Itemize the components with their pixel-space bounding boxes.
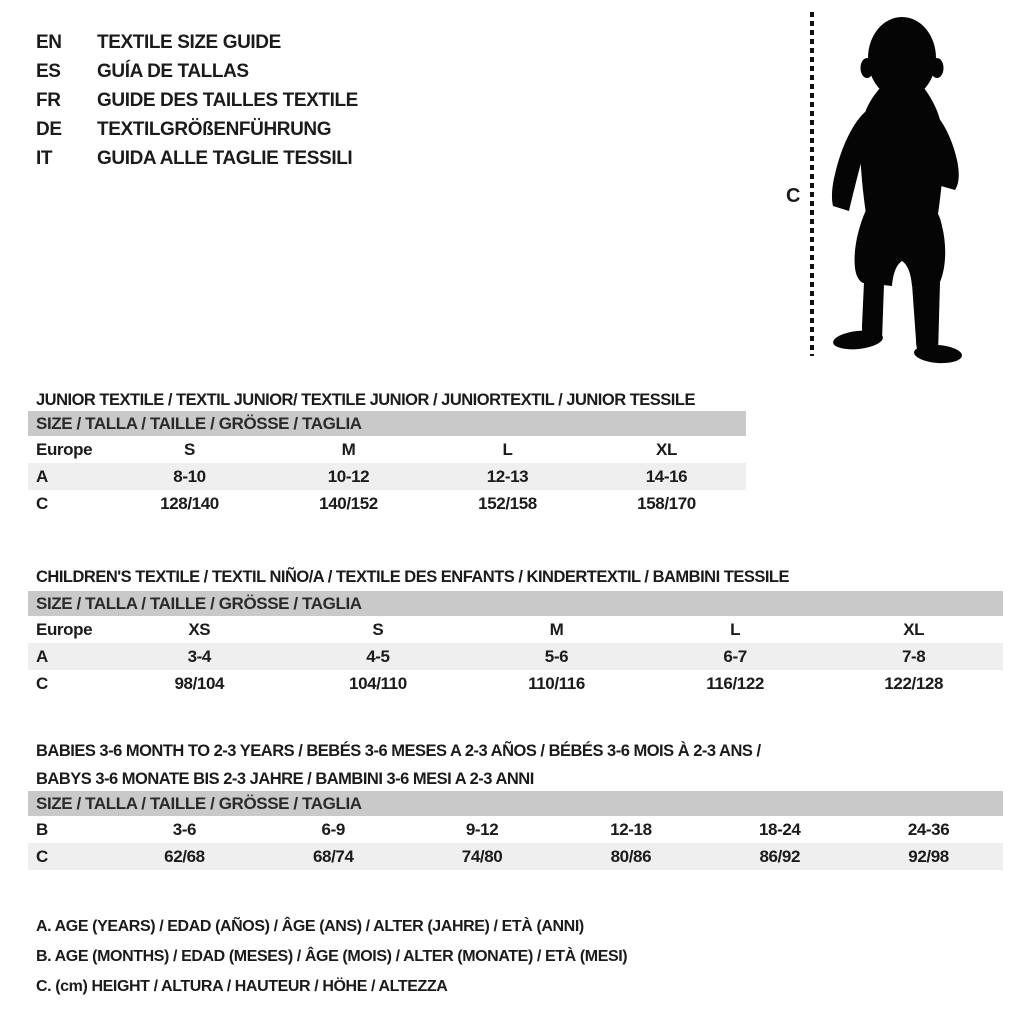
table-row-age-months: B 3-6 6-9 9-12 12-18 18-24 24-36 xyxy=(28,816,1003,843)
junior-section-title: JUNIOR TEXTILE / TEXTIL JUNIOR/ TEXTILE … xyxy=(36,390,695,409)
height-cell: 80/86 xyxy=(610,846,652,866)
guide-title: GUIDA ALLE TAGLIE TESSILI xyxy=(97,147,353,169)
table-row-height: C 98/104 104/110 110/116 116/122 122/128 xyxy=(28,670,1003,697)
age-cell: 10-12 xyxy=(327,466,370,486)
language-code: FR xyxy=(36,89,61,111)
table-row-europe: Europe S M L XL xyxy=(28,436,746,463)
height-cell: 128/140 xyxy=(160,493,219,513)
height-cell: 152/158 xyxy=(478,493,537,513)
size-cell: S xyxy=(372,619,384,639)
table-row-age: A 8-10 10-12 12-13 14-16 xyxy=(28,463,746,490)
guide-title: GUIDE DES TAILLES TEXTILE xyxy=(97,89,358,111)
age-cell: 4-5 xyxy=(366,646,390,666)
table-row-height: C 128/140 140/152 152/158 158/170 xyxy=(28,490,746,517)
children-size-table: SIZE / TALLA / TAILLE / GRÖSSE / TAGLIA … xyxy=(28,591,1003,697)
age-cell: 6-9 xyxy=(321,819,346,839)
table-row-europe: Europe XS S M L XL xyxy=(28,616,1003,643)
language-row-de: DE TEXTILGRÖßENFÜHRUNG xyxy=(36,115,358,144)
language-row-es: ES GUÍA DE TALLAS xyxy=(36,57,358,86)
height-cell: 110/116 xyxy=(528,673,585,693)
size-cell: L xyxy=(502,439,513,459)
size-cell: L xyxy=(730,619,741,639)
height-cell: 104/110 xyxy=(349,673,407,693)
age-cell: 3-4 xyxy=(187,646,212,666)
age-cell: 14-16 xyxy=(645,466,688,486)
height-cell: 74/80 xyxy=(461,846,503,866)
height-cell: 62/68 xyxy=(164,846,205,866)
language-row-fr: FR GUIDE DES TAILLES TEXTILE xyxy=(36,86,358,115)
legend-line-a: A. AGE (YEARS) / EDAD (AÑOS) / ÂGE (ANS)… xyxy=(36,918,584,935)
row-label: C xyxy=(36,673,48,693)
size-table-header: SIZE / TALLA / TAILLE / GRÖSSE / TAGLIA xyxy=(28,791,1003,816)
height-dotted-line xyxy=(810,12,814,356)
age-cell: 12-13 xyxy=(486,466,529,486)
size-table-header: SIZE / TALLA / TAILLE / GRÖSSE / TAGLIA xyxy=(28,591,1003,616)
row-label: B xyxy=(36,819,48,839)
children-section-title: CHILDREN'S TEXTILE / TEXTIL NIÑO/A / TEX… xyxy=(36,567,790,586)
guide-title: GUÍA DE TALLAS xyxy=(97,60,249,82)
row-label: Europe xyxy=(36,619,93,639)
height-measure-label: C xyxy=(786,185,801,207)
age-cell: 5-6 xyxy=(544,646,569,666)
height-cell: 116/122 xyxy=(706,673,764,693)
language-code: ES xyxy=(36,60,61,82)
row-label: Europe xyxy=(36,439,93,459)
language-row-it: IT GUIDA ALLE TAGLIE TESSILI xyxy=(36,144,358,173)
age-cell: 3-6 xyxy=(172,819,197,839)
height-cell: 68/74 xyxy=(312,846,354,866)
size-cell: XS xyxy=(188,619,211,639)
row-label: C xyxy=(36,493,48,513)
height-cell: 86/92 xyxy=(759,846,800,866)
guide-title: TEXTILGRÖßENFÜHRUNG xyxy=(97,118,332,140)
size-table-header: SIZE / TALLA / TAILLE / GRÖSSE / TAGLIA xyxy=(28,411,746,436)
babies-section-title: BABIES 3-6 MONTH TO 2-3 YEARS / BEBÉS 3-… xyxy=(36,741,761,788)
height-cell: 98/104 xyxy=(174,673,225,693)
row-label: C xyxy=(36,846,48,866)
height-cell: 158/170 xyxy=(637,493,696,513)
language-code: EN xyxy=(36,31,62,53)
babies-size-table: SIZE / TALLA / TAILLE / GRÖSSE / TAGLIA … xyxy=(28,791,1003,870)
size-cell: S xyxy=(184,439,195,459)
age-cell: 8-10 xyxy=(173,466,206,486)
language-row-en: EN TEXTILE SIZE GUIDE xyxy=(36,28,358,57)
age-cell: 9-12 xyxy=(465,819,499,839)
language-title-block: EN TEXTILE SIZE GUIDE ES GUÍA DE TALLAS … xyxy=(36,28,358,173)
language-code: IT xyxy=(36,147,53,169)
row-label: A xyxy=(36,646,48,666)
age-cell: 7-8 xyxy=(901,646,926,666)
table-row-age: A 3-4 4-5 5-6 6-7 7-8 xyxy=(28,643,1003,670)
age-cell: 12-18 xyxy=(610,819,652,839)
legend-line-c: C. (cm) HEIGHT / ALTURA / HAUTEUR / HÖHE… xyxy=(36,978,448,995)
measure-legend: A. AGE (YEARS) / EDAD (AÑOS) / ÂGE (ANS)… xyxy=(36,912,628,1002)
size-cell: M xyxy=(549,619,564,639)
junior-size-table: SIZE / TALLA / TAILLE / GRÖSSE / TAGLIA … xyxy=(28,411,746,517)
age-cell: 24-36 xyxy=(907,819,950,839)
guide-title: TEXTILE SIZE GUIDE xyxy=(97,31,281,53)
height-cell: 122/128 xyxy=(884,673,943,693)
height-cell: 140/152 xyxy=(319,493,378,513)
age-cell: 6-7 xyxy=(723,646,747,666)
legend-line-b: B. AGE (MONTHS) / EDAD (MESES) / ÂGE (MO… xyxy=(36,948,628,965)
age-cell: 18-24 xyxy=(758,819,801,839)
language-code: DE xyxy=(36,118,62,140)
table-row-height: C 62/68 68/74 74/80 80/86 86/92 92/98 xyxy=(28,843,1003,870)
height-cell: 92/98 xyxy=(908,846,949,866)
size-cell: XL xyxy=(656,439,677,459)
toddler-silhouette-icon xyxy=(831,17,962,364)
size-cell: M xyxy=(341,439,356,459)
row-label: A xyxy=(36,466,48,486)
size-cell: XL xyxy=(903,619,925,639)
